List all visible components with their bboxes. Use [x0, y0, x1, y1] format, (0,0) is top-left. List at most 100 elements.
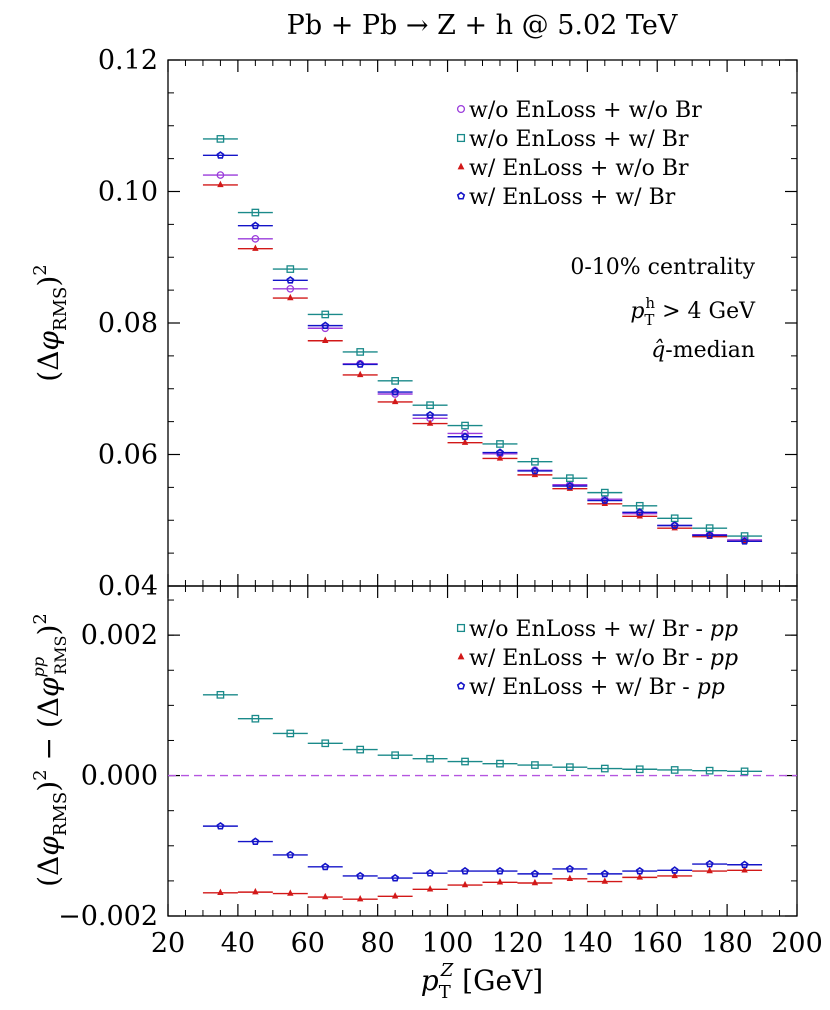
- annotations: 0-10% centrality pTh > 4 GeV q̂-median: [570, 255, 756, 363]
- data-point: [426, 401, 434, 410]
- data-point: [531, 457, 539, 466]
- x-tick-label: 140: [562, 928, 614, 959]
- data-point: [601, 877, 609, 884]
- data-point: [740, 860, 749, 869]
- legend-marker: [456, 623, 466, 633]
- annotation-qhat: q̂-median: [651, 338, 755, 363]
- data-point: [322, 892, 329, 900]
- data-point: [217, 180, 224, 188]
- y-tick-label: 0.06: [98, 440, 158, 471]
- data-point: [391, 377, 399, 385]
- data-point: [461, 438, 469, 445]
- data-point: [670, 866, 679, 874]
- data-point: [461, 880, 469, 888]
- data-point: [495, 448, 504, 456]
- series-pentagon: [202, 151, 763, 545]
- bottom-legend: w/o EnLoss + w/ Br - pp w/ EnLoss + w/o B…: [456, 617, 738, 700]
- x-tick-label: 20: [151, 928, 185, 959]
- data-point: [706, 866, 713, 874]
- data-point: [356, 360, 365, 368]
- top-legend: w/o EnLoss + w/o Br w/o EnLoss + w/ Br w/ …: [456, 98, 702, 210]
- series-square: [202, 690, 763, 776]
- data-point: [426, 419, 434, 426]
- x-tick-label: 180: [701, 928, 753, 959]
- data-point: [321, 321, 330, 330]
- data-point: [356, 871, 365, 880]
- x-tick-label: 200: [771, 928, 823, 959]
- data-point: [600, 869, 609, 878]
- data-point: [426, 885, 434, 892]
- data-point: [252, 887, 259, 895]
- data-point: [391, 873, 400, 882]
- data-point: [565, 864, 574, 873]
- data-point: [566, 763, 574, 771]
- data-point: [252, 244, 259, 251]
- data-point: [705, 859, 714, 868]
- top-panel-series: [202, 135, 763, 545]
- annotation-pt-cut: pTh > 4 GeV: [630, 294, 756, 329]
- data-point: [741, 866, 748, 873]
- data-point: [251, 714, 260, 723]
- data-point: [321, 310, 330, 319]
- legend-marker: [457, 162, 465, 170]
- data-point: [286, 276, 295, 284]
- data-point: [216, 690, 225, 699]
- data-point: [670, 521, 679, 529]
- data-point: [426, 754, 434, 763]
- data-point: [461, 432, 470, 441]
- data-point: [391, 751, 399, 760]
- data-point: [531, 878, 539, 886]
- svg-text:(ΔφRMS)2: (ΔφRMS)2: [30, 264, 71, 381]
- data-point: [461, 866, 470, 875]
- data-point: [251, 221, 260, 230]
- data-point: [600, 764, 609, 773]
- data-point: [496, 759, 504, 768]
- data-point: [531, 761, 539, 769]
- chart-title: Pb + Pb → Z + h @ 5.02 TeV: [287, 10, 678, 41]
- data-point: [426, 868, 435, 877]
- legend-entry: w/o EnLoss + w/ Br - pp: [469, 617, 738, 642]
- y-tick-label: −0.002: [58, 901, 158, 932]
- annotation-centrality: 0-10% centrality: [570, 255, 755, 280]
- data-point: [391, 390, 399, 398]
- x-tick-label: 80: [360, 928, 394, 959]
- data-point: [496, 440, 504, 448]
- data-point: [216, 135, 225, 143]
- data-point: [635, 508, 644, 516]
- legend-marker: [456, 191, 466, 200]
- data-point: [635, 866, 644, 875]
- data-point: [287, 889, 294, 896]
- bottom-y-axis-label: (ΔφRMS)2 − (Δφpp RMS)2: [29, 613, 71, 887]
- data-point: [321, 739, 330, 748]
- series-triangle: [202, 866, 763, 902]
- legend-entry: w/ EnLoss + w/o Br: [469, 156, 689, 181]
- data-point: [426, 410, 435, 419]
- data-point: [566, 874, 574, 881]
- series-pentagon: [202, 821, 763, 882]
- bottom-y-tick-labels: 0.002 0.000 −0.002: [58, 620, 158, 932]
- top-y-tick-labels: 0.12 0.10 0.08 0.06 0.04: [98, 45, 158, 602]
- data-point: [740, 537, 749, 545]
- x-tick-labels: 20 40 60 80 100 120 140 160 180 200: [151, 928, 823, 959]
- data-point: [216, 151, 225, 159]
- legend-marker: [456, 681, 466, 690]
- data-point: [391, 892, 399, 899]
- data-point: [600, 496, 609, 504]
- data-point: [321, 862, 330, 871]
- data-point: [286, 729, 295, 738]
- data-point: [530, 466, 539, 475]
- legend-marker: [457, 652, 465, 660]
- data-point: [356, 745, 365, 754]
- bottom-panel-series: [202, 690, 763, 902]
- data-point: [391, 387, 400, 396]
- legend-entry: w/ EnLoss + w/ Br: [469, 185, 676, 210]
- data-point: [705, 531, 714, 539]
- data-point: [565, 481, 574, 490]
- y-tick-label: 0.08: [98, 308, 158, 339]
- data-point: [216, 171, 225, 179]
- svg-text:pTZ [GeV]: pTZ [GeV]: [421, 960, 543, 1003]
- legend-entry: w/ EnLoss + w/ Br - pp: [469, 675, 725, 700]
- data-point: [391, 397, 399, 405]
